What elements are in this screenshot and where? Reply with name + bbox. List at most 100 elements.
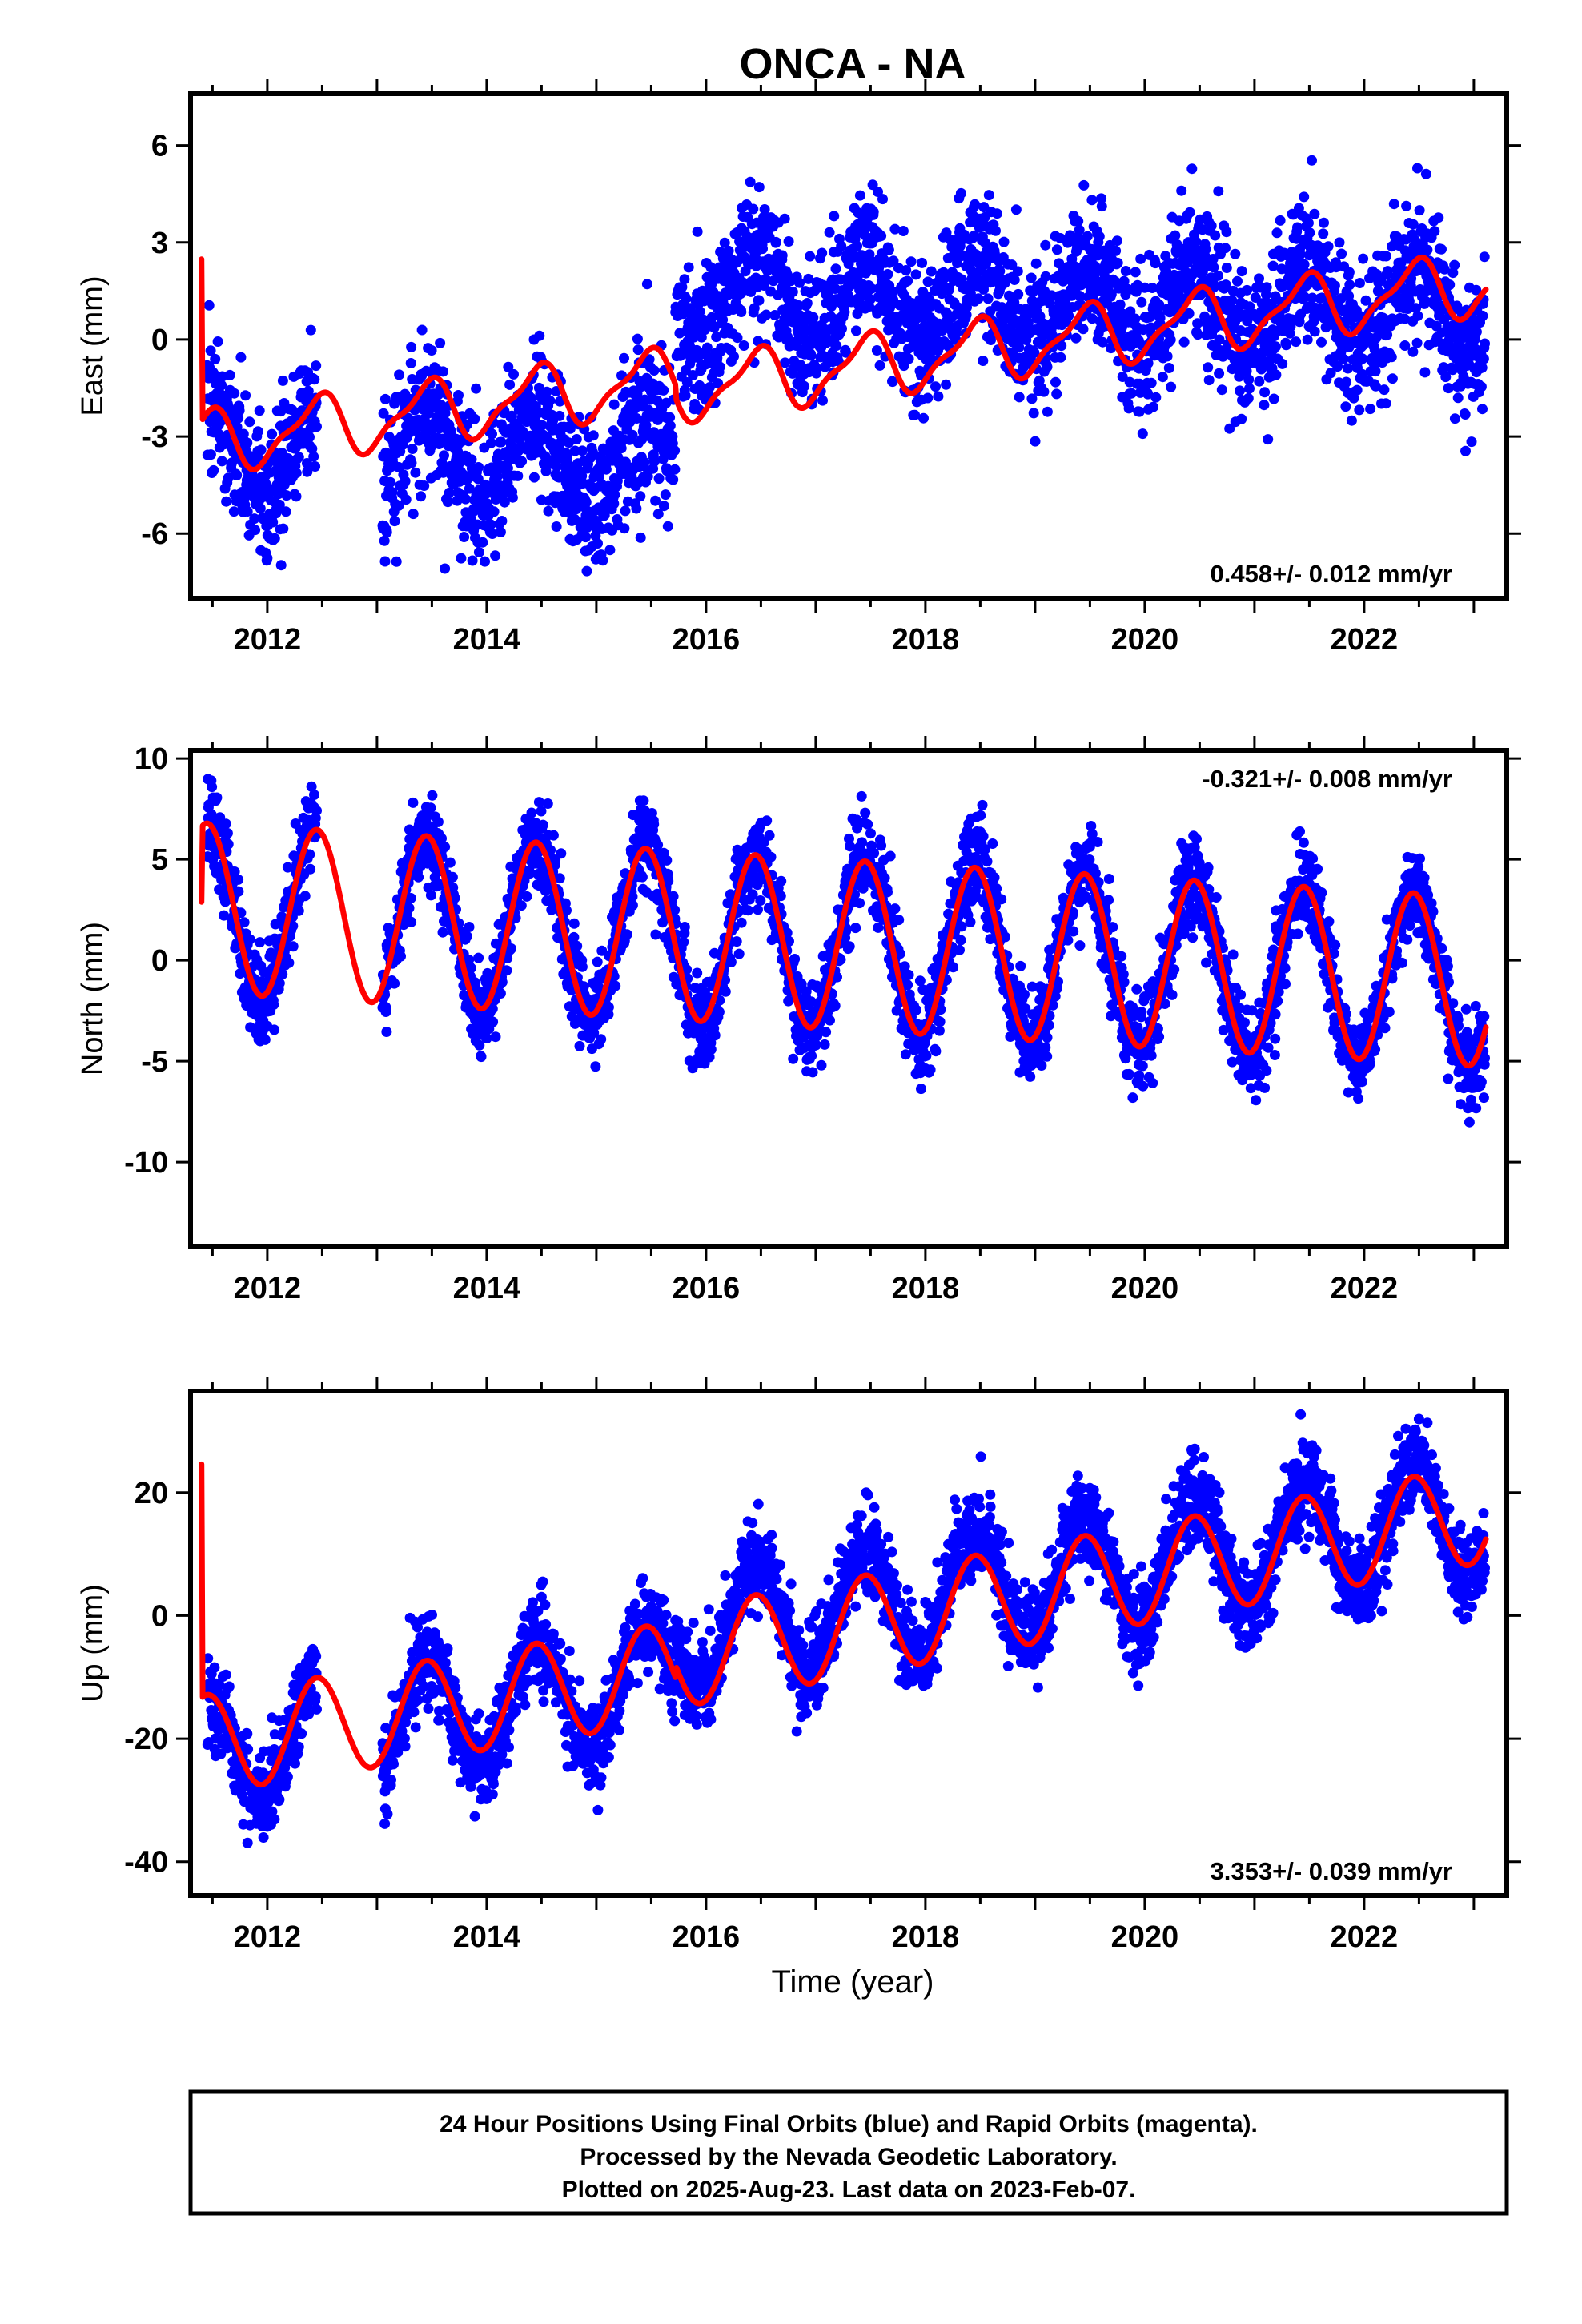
east-point (1440, 372, 1452, 383)
north-point (229, 866, 240, 877)
east-point (1439, 263, 1450, 275)
north-point (636, 871, 648, 883)
east-point (254, 405, 265, 416)
north-point (572, 940, 583, 951)
east-point (416, 491, 427, 502)
east-point (255, 503, 266, 514)
north-point (533, 797, 544, 808)
east-point (1479, 251, 1490, 263)
east-point (1026, 272, 1037, 283)
east-point (1130, 267, 1141, 278)
east-point (1304, 227, 1315, 239)
east-point (274, 499, 285, 510)
east-point (1388, 199, 1399, 210)
east-point (658, 384, 669, 396)
east-point (267, 428, 278, 440)
east-point (954, 240, 966, 251)
east-point (709, 322, 720, 333)
east-point (391, 556, 402, 567)
east-point (1480, 338, 1490, 349)
north-point (568, 918, 580, 929)
east-point (882, 269, 893, 279)
east-point (714, 361, 725, 372)
east-point (435, 337, 446, 348)
east-point (632, 344, 644, 356)
east-point (453, 390, 464, 400)
east-point (868, 207, 879, 218)
east-x-tick-label: 2014 (453, 623, 521, 657)
east-point (1192, 318, 1203, 329)
east-point (824, 227, 835, 238)
east-point (1358, 253, 1369, 264)
east-point (471, 383, 482, 394)
east-point (905, 256, 917, 267)
north-point (222, 828, 233, 838)
east-point (1227, 295, 1238, 306)
east-point (293, 452, 304, 463)
east-point (440, 563, 451, 574)
east-point (1009, 275, 1020, 285)
east-point (1386, 352, 1397, 363)
east-point (400, 494, 412, 505)
north-point (269, 1024, 280, 1035)
north-point (661, 854, 673, 866)
east-point (472, 473, 484, 485)
east-point (1382, 266, 1393, 277)
east-point (780, 357, 791, 368)
east-point (1006, 259, 1018, 271)
east-point (738, 340, 749, 351)
east-point (665, 420, 676, 432)
east-point (307, 443, 318, 454)
east-point (1009, 297, 1020, 308)
east-point (1351, 384, 1363, 396)
east-point (242, 437, 253, 448)
east-point (736, 307, 747, 317)
east-point (571, 434, 582, 444)
east-point (1471, 284, 1482, 296)
east-point (1191, 236, 1202, 247)
east-point (1271, 369, 1282, 380)
east-point (1103, 263, 1114, 274)
east-point (1221, 227, 1232, 238)
east-point (576, 445, 588, 456)
east-point (1192, 329, 1203, 340)
east-point (1478, 353, 1489, 364)
east-point (1106, 343, 1117, 354)
east-point (1157, 372, 1168, 383)
east-point (817, 395, 828, 406)
east-point (1299, 292, 1310, 303)
east-point (508, 368, 519, 380)
east-point (1354, 404, 1365, 416)
east-point (1329, 280, 1340, 292)
east-point (830, 263, 841, 275)
east-point (805, 251, 816, 262)
east-point (496, 436, 507, 448)
east-point (1449, 413, 1460, 424)
north-point (287, 941, 299, 952)
east-point (1216, 384, 1227, 396)
east-point (208, 464, 219, 476)
east-point (669, 464, 681, 475)
east-point (998, 236, 1010, 247)
east-point (1184, 207, 1195, 218)
east-point (1236, 266, 1247, 277)
east-point (1042, 406, 1053, 417)
east-point (1206, 220, 1217, 231)
east-point (1106, 288, 1117, 300)
east-point (1259, 387, 1271, 398)
east-point (1055, 352, 1066, 363)
north-point (464, 922, 475, 932)
east-point (836, 240, 847, 251)
east-point (1178, 336, 1190, 348)
east-point (933, 391, 944, 402)
north-point (650, 929, 661, 940)
east-point (887, 376, 898, 388)
north-point (311, 805, 322, 816)
north-point (473, 952, 484, 963)
east-point (922, 392, 934, 404)
east-point (811, 363, 822, 374)
east-point (1117, 372, 1128, 382)
east-point (1365, 404, 1376, 415)
east-point (1343, 363, 1353, 374)
